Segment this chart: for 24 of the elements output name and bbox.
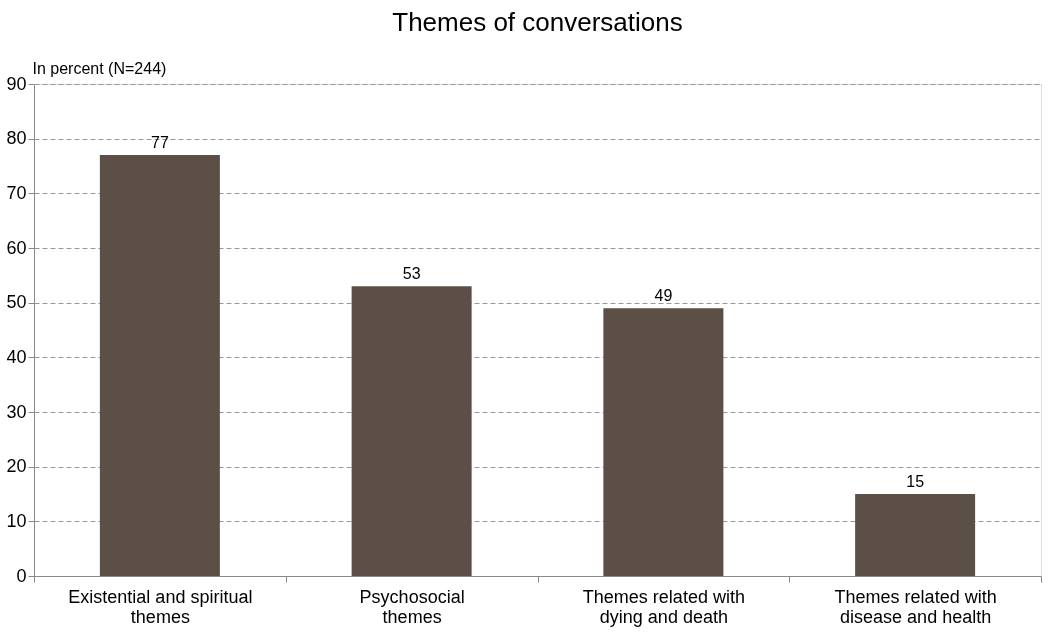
- y-tick-label: 0: [16, 565, 27, 586]
- bar: [603, 308, 724, 576]
- x-tick-label: Psychosocial themes: [359, 586, 465, 627]
- data-label: 77: [150, 134, 169, 152]
- data-label: 53: [402, 265, 421, 283]
- bar: [99, 155, 220, 576]
- x-tick-label: Existential and spiritual themes: [68, 586, 253, 627]
- data-label: 49: [654, 287, 673, 305]
- y-tick-label: 40: [6, 346, 27, 367]
- x-tick-label: Themes related with disease and health: [834, 586, 997, 627]
- y-tick-label: 20: [6, 456, 27, 477]
- bar: [351, 286, 472, 576]
- y-tick-label: 70: [6, 182, 27, 203]
- bar: [855, 494, 976, 576]
- y-tick-label: 30: [6, 401, 27, 422]
- data-label: 15: [906, 473, 925, 490]
- y-tick-label: 50: [6, 292, 27, 313]
- chart-title: Themes of conversations: [392, 7, 683, 37]
- y-tick-label: 60: [6, 237, 27, 258]
- x-tick-label: Themes related with dying and death: [582, 586, 745, 627]
- y-tick-label: 80: [6, 128, 27, 149]
- y-tick-label: 90: [6, 73, 27, 94]
- y-axis-title: In percent (N=244): [32, 59, 167, 77]
- y-tick-label: 10: [6, 510, 27, 531]
